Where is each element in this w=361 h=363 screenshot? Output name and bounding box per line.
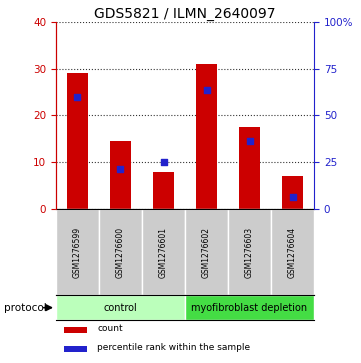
Text: percentile rank within the sample: percentile rank within the sample	[97, 343, 251, 352]
Point	[161, 159, 166, 165]
Point	[75, 94, 81, 99]
Bar	[64, 346, 87, 352]
Bar	[64, 327, 87, 333]
Bar	[153, 172, 174, 209]
Text: GSM1276602: GSM1276602	[202, 227, 211, 278]
Bar	[282, 176, 303, 209]
Bar	[56, 209, 99, 295]
Text: myofibroblast depletion: myofibroblast depletion	[191, 303, 308, 313]
Bar	[196, 64, 217, 209]
Bar	[110, 141, 131, 209]
Bar	[185, 295, 314, 320]
Bar	[142, 209, 185, 295]
Bar	[185, 209, 228, 295]
Bar	[228, 209, 271, 295]
Point	[290, 195, 295, 200]
Text: count: count	[97, 325, 123, 334]
Bar	[271, 209, 314, 295]
Bar	[67, 73, 88, 209]
Text: control: control	[104, 303, 137, 313]
Bar	[56, 295, 185, 320]
Title: GDS5821 / ILMN_2640097: GDS5821 / ILMN_2640097	[94, 7, 276, 21]
Text: GSM1276601: GSM1276601	[159, 227, 168, 278]
Bar	[99, 209, 142, 295]
Point	[204, 87, 209, 93]
Text: GSM1276600: GSM1276600	[116, 227, 125, 278]
Bar	[239, 127, 260, 209]
Point	[247, 138, 252, 144]
Point	[118, 166, 123, 172]
Text: GSM1276603: GSM1276603	[245, 227, 254, 278]
Text: GSM1276604: GSM1276604	[288, 227, 297, 278]
Text: protocol: protocol	[4, 303, 46, 313]
Text: GSM1276599: GSM1276599	[73, 227, 82, 278]
